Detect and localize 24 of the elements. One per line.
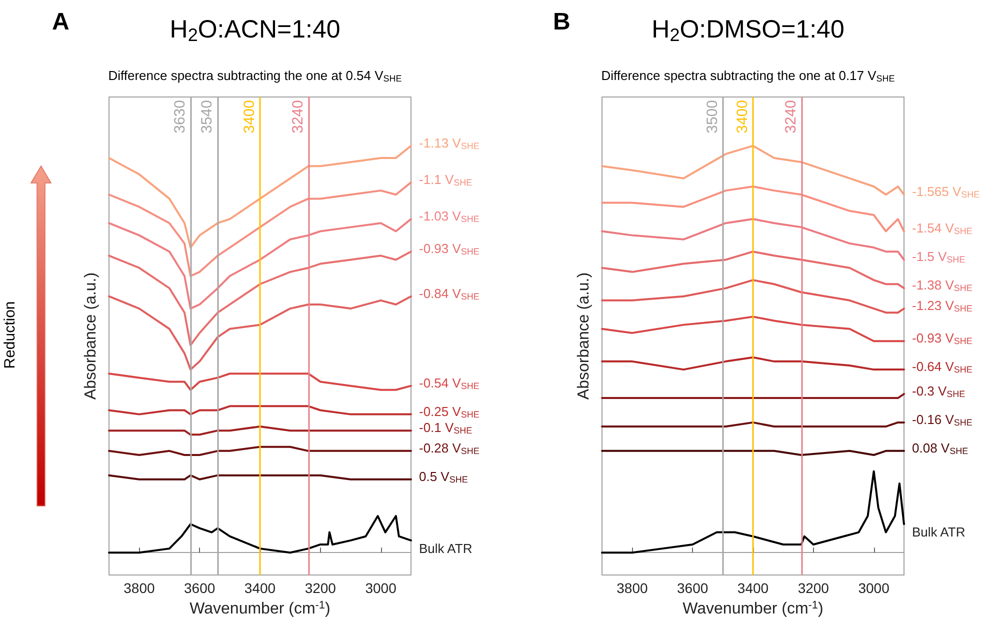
x-tick-label: 3600 <box>677 580 708 596</box>
ref-line-label: 3500 <box>704 100 721 134</box>
text: Reduction <box>2 301 18 369</box>
text: A <box>52 8 70 36</box>
ref-line-label: 3630 <box>172 100 189 134</box>
x-tick-label: 3800 <box>616 580 648 596</box>
ref-line-label: 3400 <box>734 100 751 134</box>
x-tick-label: 3800 <box>124 580 155 596</box>
ref-line-label: 3540 <box>198 100 216 134</box>
x-tick-label: 3000 <box>365 580 397 596</box>
series-label: Bulk ATR <box>912 524 966 540</box>
ref-line-label: 3240 <box>782 100 800 134</box>
y-axis-title: Absorbance (a.u.) <box>82 272 100 400</box>
x-tick-label: 3400 <box>737 580 769 596</box>
text: B <box>553 8 570 36</box>
ref-line-label: 3240 <box>289 100 306 134</box>
x-tick-label: 3200 <box>798 580 830 596</box>
x-tick-label: 3600 <box>184 580 216 596</box>
x-tick-label: 3000 <box>858 580 890 596</box>
x-tick-label: 3400 <box>244 580 276 596</box>
series-label: Bulk ATR <box>419 540 472 556</box>
x-tick-label: 3200 <box>304 580 336 596</box>
y-axis-title: Absorbance (a.u.) <box>576 272 592 400</box>
ref-line-label: 3400 <box>241 100 258 134</box>
